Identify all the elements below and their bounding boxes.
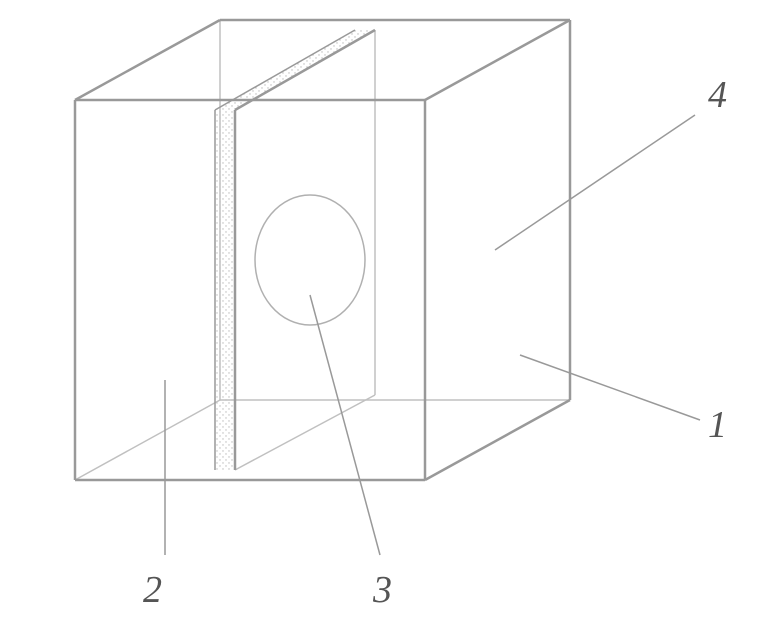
callout-label-1: 1 bbox=[708, 403, 727, 447]
callout-label-2: 2 bbox=[143, 568, 162, 612]
callout-label-3: 3 bbox=[373, 568, 392, 612]
technical-diagram bbox=[0, 0, 772, 635]
callout-label-4: 4 bbox=[708, 73, 727, 117]
